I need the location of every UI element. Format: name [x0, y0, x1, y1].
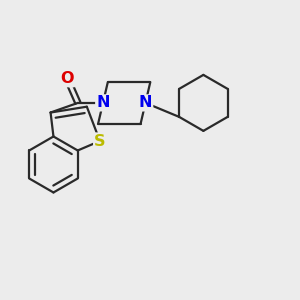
Text: S: S: [94, 134, 106, 148]
Text: N: N: [139, 95, 152, 110]
Text: N: N: [96, 95, 110, 110]
Text: O: O: [61, 71, 74, 86]
